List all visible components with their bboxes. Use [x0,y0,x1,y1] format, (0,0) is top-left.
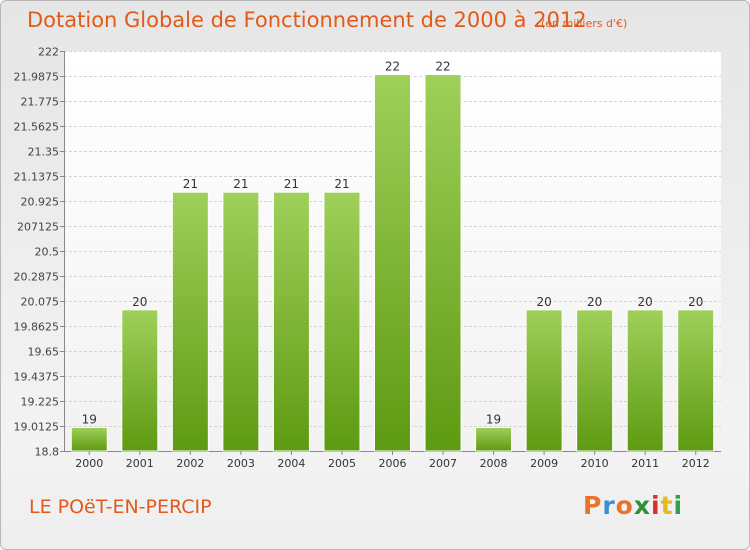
bar [323,191,361,452]
logo-letter: i [651,491,661,520]
y-tick-label: 21.9875 [14,71,60,84]
x-tick-label: 2008 [480,457,508,470]
data-label: 20 [132,295,147,309]
proxiti-logo: Proxiti [583,491,683,520]
y-tick-label: 19.0125 [14,421,60,434]
y-tick-label: 20.925 [21,196,60,209]
bar [222,191,260,452]
data-label: 19 [82,412,97,426]
bar [424,74,462,452]
data-label: 21 [233,177,248,191]
logo-letter: P [583,491,603,520]
x-tick-label: 2000 [75,457,103,470]
y-tick-label: 20.5 [35,246,60,259]
x-tick-label: 2005 [328,457,356,470]
y-tick-label: 18.8 [35,446,60,459]
bar [272,191,310,452]
y-tick-label: 20.075 [21,296,60,309]
logo-letter: r [602,491,616,520]
bar [171,191,209,452]
bar [70,426,108,452]
x-tick-label: 2004 [277,457,305,470]
y-tick-label: 19.65 [28,346,60,359]
data-label: 21 [183,177,198,191]
bar [374,74,411,452]
y-tick-label: 19.225 [21,396,60,409]
logo-letter: t [660,491,674,520]
y-tick-label: 19.4375 [14,371,60,384]
y-tick-label: 21.775 [21,96,60,109]
y-tick-label: 222 [38,46,59,59]
x-tick-label: 2006 [379,457,407,470]
x-tick-label: 2001 [126,457,154,470]
bar [677,309,715,452]
x-tick-label: 2003 [227,457,255,470]
data-label: 20 [638,295,653,309]
logo-letter: o [615,491,634,520]
data-label: 20 [688,295,703,309]
bar [475,426,513,452]
logo-letter: i [673,491,684,520]
data-label: 20 [587,295,602,309]
x-tick-label: 2002 [176,457,204,470]
x-tick-label: 2011 [631,457,659,470]
x-tick-label: 2007 [429,457,457,470]
data-label: 22 [385,60,400,74]
data-label: 22 [435,60,450,74]
data-label: 21 [334,177,349,191]
logo-letter: x [633,491,651,520]
x-tick-label: 2012 [682,457,710,470]
y-tick-label: 21.35 [28,146,60,159]
data-label: 19 [486,412,501,426]
y-tick-label: 21.5625 [14,121,60,134]
commune-name: LE POëT-EN-PERCIP [29,496,212,518]
y-tick-label: 207125 [17,221,59,234]
y-tick-label: 19.8625 [14,321,60,334]
y-tick-label: 21.1375 [14,171,60,184]
chart-title: Dotation Globale de Fonctionnement de 20… [27,8,587,32]
chart-unit-note: (en milliers d'€) [541,17,628,30]
bar [121,309,159,452]
x-tick-label: 2009 [530,457,558,470]
data-label: 21 [284,177,299,191]
bar [626,309,664,452]
y-tick-label: 20.2875 [14,271,60,284]
bar [576,309,614,452]
bar [525,309,563,452]
x-tick-label: 2010 [581,457,609,470]
data-label: 20 [536,295,551,309]
